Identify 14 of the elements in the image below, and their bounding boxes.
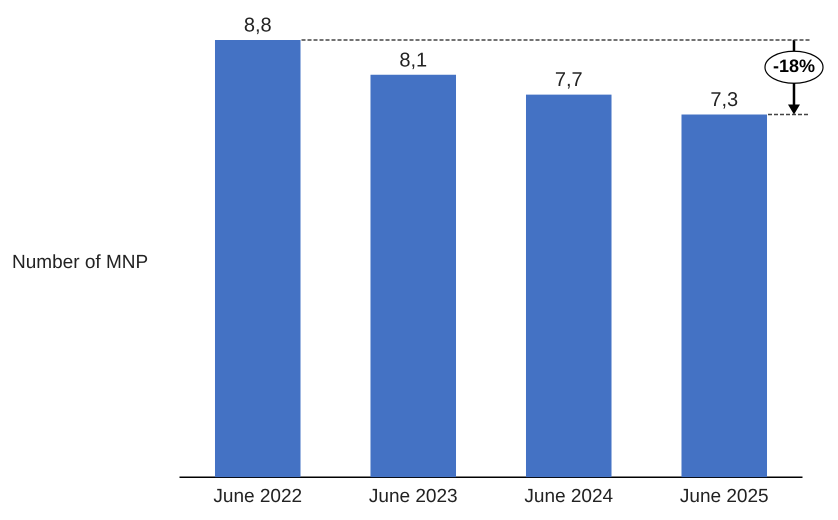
bar [681,114,768,478]
data-label: 7,3 [710,89,738,112]
x-tick-label: June 2025 [680,486,769,507]
bar [214,40,301,478]
x-tick-label: June 2024 [524,486,614,507]
y-axis-title: Number of MNP [12,252,148,274]
data-label: 8,8 [244,14,272,37]
bar [526,94,612,478]
annotation: -18% [772,56,816,76]
x-tick-label: June 2022 [213,486,302,507]
data-label: 8,1 [399,49,428,72]
bar [370,74,456,478]
x-tick-label: June 2023 [368,486,458,507]
data-label: 7,7 [554,69,583,92]
